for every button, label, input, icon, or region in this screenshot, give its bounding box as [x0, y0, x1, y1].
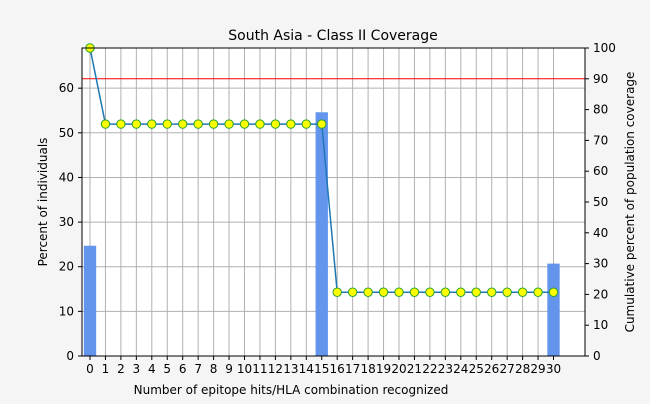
x-axis-ticks: 0 1 2 3 4 5 6 7 8 9 10 11 12 13 14 15 16 17 18 19 20 21 22 23 24…	[86, 356, 561, 376]
cumulative-point	[162, 119, 172, 129]
bars	[83, 112, 560, 356]
cumulative-point	[378, 287, 389, 297]
y2-tick-label: 90	[593, 72, 608, 86]
x-tick-label: 30	[546, 362, 561, 376]
cumulative-markers	[85, 43, 559, 297]
cumulative-point	[394, 287, 404, 297]
x-tick-label: 3	[133, 362, 141, 376]
x-tick-label: 26	[484, 362, 499, 376]
x-tick-label: 1	[102, 362, 110, 376]
cumulative-point	[224, 119, 234, 129]
cumulative-point	[533, 287, 543, 297]
cumulative-point	[208, 119, 219, 129]
cumulative-point	[517, 287, 528, 297]
y2-tick-label: 50	[593, 195, 608, 209]
x-tick-label: 8	[210, 362, 218, 376]
cumulative-point	[116, 119, 126, 129]
cumulative-point	[425, 287, 435, 297]
bar	[83, 245, 97, 356]
x-tick-label: 0	[86, 362, 94, 376]
y2-tick-label: 20	[593, 287, 608, 301]
y2-tick-label: 30	[593, 257, 608, 271]
x-tick-label: 27	[500, 362, 515, 376]
x-tick-label: 10	[237, 362, 252, 376]
y-tick-label: 30	[59, 215, 74, 229]
cumulative-point	[409, 287, 420, 297]
cumulative-point	[332, 287, 342, 297]
x-tick-label: 9	[225, 362, 233, 376]
x-tick-label: 22	[422, 362, 437, 376]
y2-tick-label: 100	[593, 41, 616, 55]
x-tick-label: 16	[330, 362, 345, 376]
x-tick-label: 2	[117, 362, 125, 376]
y-tick-label: 40	[59, 170, 74, 184]
cumulative-point	[131, 119, 142, 129]
y-axis-ticks: 0 10 20 30 40 50 60	[59, 81, 82, 363]
y-tick-label: 60	[59, 81, 74, 95]
x-tick-label: 17	[345, 362, 360, 376]
x-axis-label: Number of epitope hits/HLA combination r…	[134, 383, 449, 397]
x-tick-label: 4	[148, 362, 156, 376]
x-tick-label: 14	[299, 362, 314, 376]
cumulative-point	[255, 119, 265, 129]
cumulative-point	[239, 119, 250, 129]
x-tick-label: 23	[438, 362, 453, 376]
x-tick-label: 11	[252, 362, 267, 376]
y-tick-label: 20	[59, 260, 74, 274]
cumulative-point	[502, 287, 512, 297]
y-tick-label: 10	[59, 304, 74, 318]
x-tick-label: 28	[515, 362, 530, 376]
cumulative-point	[286, 119, 296, 129]
cumulative-point	[147, 119, 157, 129]
x-tick-label: 25	[469, 362, 484, 376]
chart-title: South Asia - Class II Coverage	[228, 28, 438, 44]
cumulative-point	[347, 287, 358, 297]
cumulative-point	[456, 287, 466, 297]
x-tick-label: 18	[360, 362, 375, 376]
grid	[82, 48, 585, 357]
y2-tick-label: 70	[593, 133, 608, 147]
y2-tick-label: 40	[593, 226, 608, 240]
y2-axis-label: Cumulative percent of population coverag…	[623, 72, 637, 333]
cumulative-point	[440, 287, 451, 297]
cumulative-point	[317, 119, 327, 129]
cumulative-point	[100, 119, 111, 129]
y2-tick-label: 80	[593, 103, 608, 117]
x-tick-label: 12	[268, 362, 283, 376]
cumulative-point	[193, 119, 203, 129]
x-tick-label: 15	[314, 362, 329, 376]
x-tick-label: 20	[391, 362, 406, 376]
cumulative-point	[270, 119, 281, 129]
y-tick-label: 0	[66, 349, 74, 363]
cumulative-point	[487, 287, 497, 297]
cumulative-point	[548, 287, 559, 297]
y2-tick-label: 10	[593, 318, 608, 332]
x-tick-label: 21	[407, 362, 422, 376]
bar	[547, 263, 560, 356]
y-tick-label: 50	[59, 126, 74, 140]
x-tick-label: 19	[376, 362, 391, 376]
plot-area	[82, 48, 585, 356]
x-tick-label: 7	[194, 362, 202, 376]
x-tick-label: 5	[163, 362, 171, 376]
cumulative-point	[471, 287, 481, 297]
cumulative-point	[178, 119, 188, 129]
cumulative-point	[301, 119, 311, 129]
y2-axis-ticks: 0 10 20 30 40 50 60 70 80 90 100	[585, 41, 616, 363]
cumulative-point	[363, 287, 373, 297]
bar	[315, 112, 328, 356]
y2-tick-label: 60	[593, 164, 608, 178]
x-tick-label: 29	[530, 362, 545, 376]
x-tick-label: 6	[179, 362, 187, 376]
x-tick-label: 24	[453, 362, 468, 376]
y-axis-label: Percent of individuals	[36, 138, 50, 267]
x-tick-label: 13	[283, 362, 298, 376]
y2-tick-label: 0	[593, 349, 601, 363]
